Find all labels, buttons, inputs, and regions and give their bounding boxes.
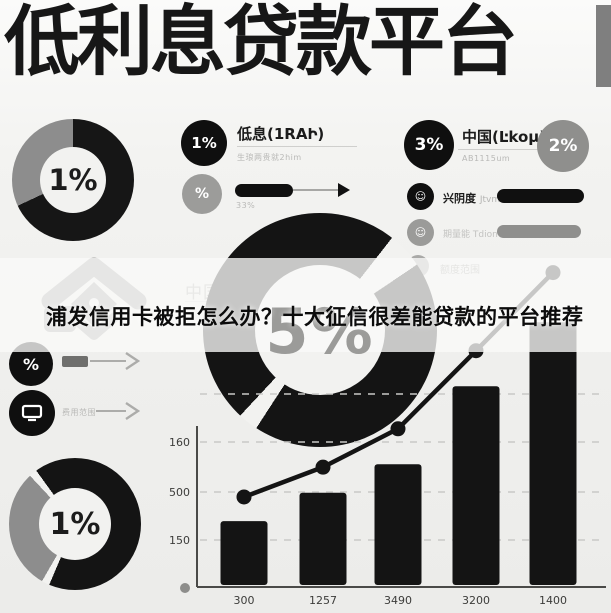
rate-badge-3-percent: 3% bbox=[404, 120, 454, 170]
arrow-right-icon bbox=[90, 352, 141, 370]
banner-text: 浦发信用卡被拒怎么办？十大征信很差能贷款的平台推荐 bbox=[46, 305, 584, 329]
page-title: 低利息贷款平台 bbox=[4, 0, 518, 86]
arrow-right-icon bbox=[96, 402, 141, 420]
row1-bar bbox=[497, 189, 584, 203]
row2-bar bbox=[497, 225, 581, 238]
donut-chart-top-left: 1% bbox=[12, 119, 134, 241]
svg-text:500: 500 bbox=[169, 486, 190, 499]
smiley-icon: ☺ bbox=[407, 219, 434, 246]
svg-text:3200: 3200 bbox=[462, 594, 490, 607]
smiley-icon: ☺ bbox=[407, 183, 434, 210]
mini-bar bbox=[62, 356, 88, 367]
chart-axes bbox=[180, 426, 606, 593]
monitor-icon bbox=[21, 404, 43, 422]
chart-axis-labels: 160 500 150 300 1257 3490 3200 1400 bbox=[169, 436, 567, 607]
svg-text:1400: 1400 bbox=[539, 594, 567, 607]
divider bbox=[237, 146, 357, 147]
percent-badge: % bbox=[182, 174, 222, 214]
svg-text:160: 160 bbox=[169, 436, 190, 449]
progress-note: 33% bbox=[236, 201, 256, 210]
row2-label: 期量能 Tdion bbox=[443, 227, 498, 240]
axis-origin-dot bbox=[180, 583, 190, 593]
row2-suffix: Tdion bbox=[472, 230, 498, 240]
rate-badge-1-percent: 1% bbox=[181, 120, 227, 166]
svg-text:300: 300 bbox=[234, 594, 255, 607]
row1-label: 兴阴度 Jtvm bbox=[443, 190, 500, 206]
row1-suffix: Jtvm bbox=[479, 195, 501, 205]
row2-label-text: 期量能 bbox=[443, 230, 471, 240]
mid-block-subtitle: 生琅两贵就2him bbox=[237, 153, 302, 162]
mid-block-title: 低息(1RAԻ) bbox=[237, 125, 325, 143]
donut-chart-bottom-left: 1% bbox=[9, 458, 141, 590]
progress-pill bbox=[235, 184, 293, 197]
monitor-badge bbox=[9, 390, 55, 436]
right-block-subtitle: AB1115um bbox=[462, 154, 511, 163]
fee-label: 费用范围 bbox=[62, 408, 96, 417]
arrow-right-icon bbox=[293, 183, 350, 197]
corner-decoration bbox=[596, 5, 611, 87]
row1-label-text: 兴阴度 bbox=[443, 192, 476, 205]
donut-bottom-left-value: 1% bbox=[39, 488, 111, 560]
rate-badge-2-percent: 2% bbox=[537, 120, 589, 172]
donut-top-left-value: 1% bbox=[40, 147, 106, 213]
right-block-title: 中国(Ŀkoμ) bbox=[462, 128, 547, 146]
svg-text:1257: 1257 bbox=[309, 594, 337, 607]
svg-text:3490: 3490 bbox=[384, 594, 412, 607]
svg-text:150: 150 bbox=[169, 534, 190, 547]
divider bbox=[458, 149, 582, 150]
